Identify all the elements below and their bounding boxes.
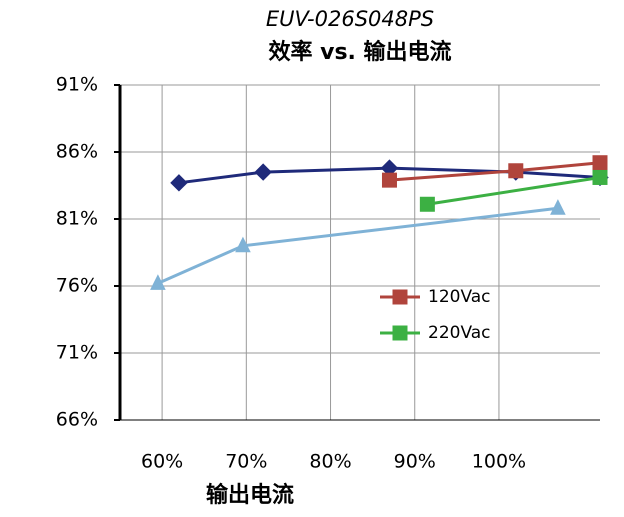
series-line: [157, 206, 559, 285]
legend-marker: [392, 289, 408, 305]
chart-subtitle: 效率 vs. 输出电流: [268, 39, 451, 65]
y-tick-label: 81%: [56, 208, 98, 230]
series-line: [389, 161, 601, 182]
y-tick-label: 86%: [56, 141, 98, 163]
legend-label: 120Vac: [428, 287, 491, 307]
marker: [170, 174, 188, 192]
marker: [235, 236, 251, 253]
marker: [508, 163, 524, 179]
marker: [381, 172, 397, 188]
chart-title: EUV-026S048PS: [266, 7, 434, 31]
y-tick-label: 76%: [56, 275, 98, 297]
marker: [254, 163, 272, 181]
marker: [419, 196, 435, 212]
x-tick-label: 70%: [225, 451, 267, 473]
marker: [550, 199, 566, 215]
marker: [150, 274, 166, 290]
y-tick-label: 66%: [56, 409, 98, 431]
x-tick-label: 60%: [141, 451, 183, 473]
marker: [592, 155, 608, 171]
legend-label: 220Vac: [428, 323, 491, 343]
series-line: [427, 175, 601, 206]
marker: [592, 169, 608, 185]
y-tick-label: 91%: [56, 74, 98, 96]
y-tick-label: 71%: [56, 342, 98, 364]
x-tick-label: 80%: [309, 451, 351, 473]
x-tick-label: 100%: [472, 451, 526, 473]
legend-marker: [392, 325, 408, 341]
x-tick-label: 90%: [394, 451, 436, 473]
x-axis-label: 输出电流: [206, 482, 294, 508]
